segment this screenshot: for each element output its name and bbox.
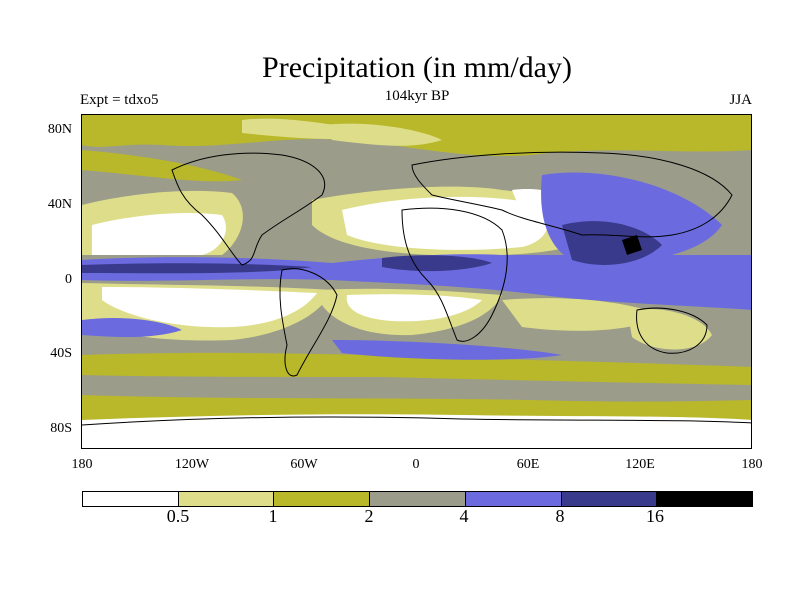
colorbar-swatch-4	[465, 492, 562, 506]
colorbar-label-4: 4	[459, 506, 469, 526]
lat-label-80s: 80S	[50, 421, 72, 436]
south-atlantic-dry	[346, 294, 482, 322]
antarctica-coast	[82, 416, 751, 426]
colorbar-label-0-5: 0.5	[166, 506, 190, 526]
lat-label-0: 0	[65, 272, 72, 287]
lon-label-60w: 60W	[290, 457, 318, 472]
asia-monsoon-dark	[562, 221, 662, 265]
sahara-dry	[342, 196, 549, 250]
itcz-dark-africa	[382, 255, 492, 272]
monsoon-core	[622, 235, 642, 255]
season-label: JJA	[729, 92, 752, 108]
antarctic-olive	[82, 395, 751, 420]
north-pacific-olive	[82, 150, 242, 182]
colorbar-label-1: 1	[268, 506, 278, 526]
lon-label-120w: 120W	[174, 457, 210, 472]
experiment-label: Expt = tdxo5	[80, 92, 159, 108]
antarctic-dry	[82, 414, 751, 448]
colorbar-label-8: 8	[555, 506, 565, 526]
colorbar-swatch-3	[370, 492, 466, 506]
period-label: 104kyr BP	[384, 88, 450, 104]
southern-ocean-olive	[82, 352, 751, 385]
lon-label-180e: 180	[741, 457, 763, 472]
colorbar-swatch-2	[274, 492, 371, 506]
coastlines	[82, 151, 751, 426]
south-pacific-storm	[82, 318, 182, 338]
colorbar-label-2: 2	[364, 506, 374, 526]
lon-label-60e: 60E	[516, 457, 540, 472]
eurasia-coast	[411, 151, 733, 238]
itcz-dark-pacific	[82, 263, 312, 274]
north-atlantic-pale	[322, 123, 442, 146]
australia-coast	[636, 307, 708, 354]
north-america-coast	[171, 152, 325, 266]
south-atlantic-storm	[332, 340, 562, 360]
lon-label-0: 0	[412, 457, 420, 472]
colorbar-swatch-0	[83, 492, 179, 506]
lon-label-180w: 180	[71, 457, 93, 472]
lon-label-120e: 120E	[625, 457, 655, 472]
south-pacific-dry	[102, 287, 317, 328]
colorbar-label-16: 16	[646, 506, 664, 526]
colorbar-swatch-1	[178, 492, 275, 506]
precipitation-field	[82, 115, 751, 448]
chart-title: Precipitation (in mm/day)	[262, 51, 572, 84]
lat-label-40n: 40N	[47, 197, 72, 212]
north-pacific-dry	[92, 213, 226, 255]
precipitation-map	[81, 114, 752, 449]
africa-coast	[401, 207, 508, 342]
australia-pale	[627, 308, 712, 350]
lat-label-80n: 80N	[47, 122, 72, 137]
lat-label-40s: 40S	[50, 346, 72, 361]
colorbar-swatch-6	[657, 492, 753, 506]
colorbar	[82, 491, 753, 507]
south-america-coast	[279, 268, 338, 377]
south-indian-pale	[502, 298, 662, 331]
colorbar-swatch-5	[561, 492, 658, 506]
